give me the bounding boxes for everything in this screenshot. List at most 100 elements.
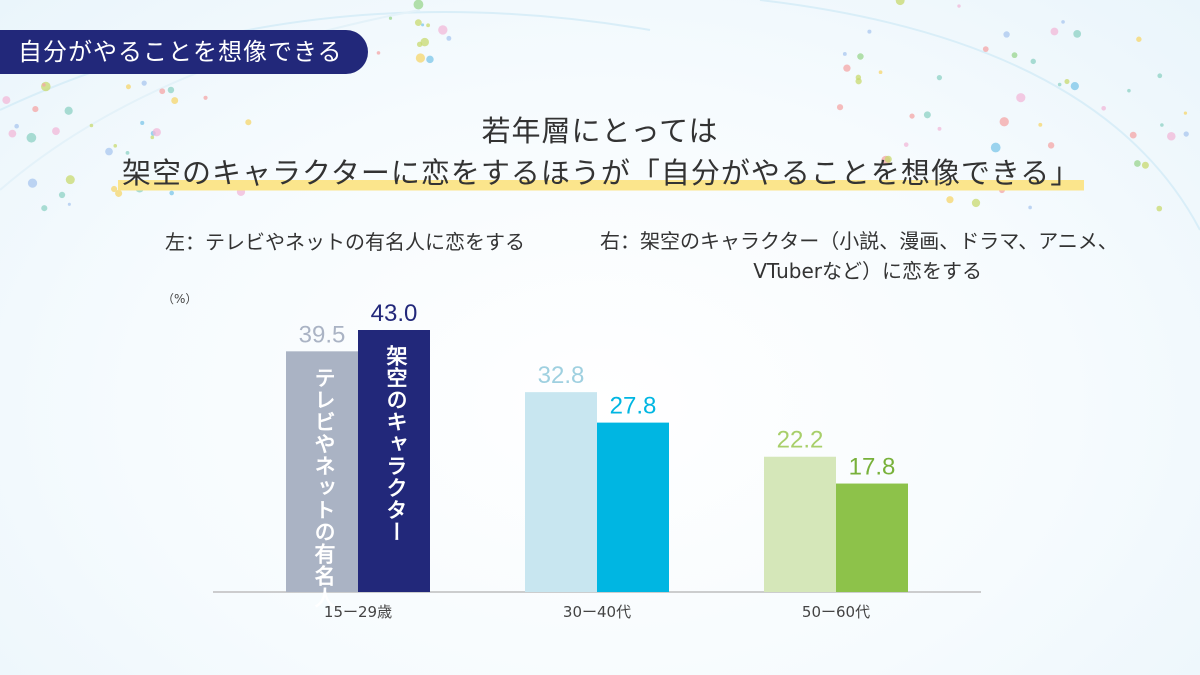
chart-title-line2: 架空のキャラクターに恋をするほうが「自分がやることを想像できる」 [118, 150, 1085, 194]
confetti-dot [388, 16, 393, 20]
confetti-dot [376, 51, 381, 55]
bar-celebrity-1 [525, 392, 597, 592]
confetti-dot [990, 142, 1001, 153]
legend-right-line2: VTuberなど）に恋をする [753, 259, 982, 283]
confetti-dot [1129, 131, 1137, 139]
confetti-dot [982, 46, 989, 52]
confetti-dot [909, 113, 915, 119]
confetti-dot [64, 106, 73, 115]
confetti-dot [1003, 31, 1010, 38]
confetti-dot [152, 128, 161, 137]
confetti-dot [420, 37, 429, 47]
confetti-dot [1057, 82, 1062, 87]
confetti-dot [1028, 205, 1032, 210]
decor-arc [759, 0, 1200, 231]
confetti-dot [836, 104, 844, 111]
bar-series-label-fictional: 架空のキャラクター [384, 345, 408, 543]
confetti-dot [843, 64, 851, 72]
confetti-dot [8, 129, 17, 138]
confetti-dot [937, 126, 942, 131]
confetti-dot [936, 74, 943, 81]
bar-fictional-2 [836, 483, 908, 592]
bar-celebrity-0 [286, 351, 358, 592]
confetti-dot [1157, 73, 1163, 79]
data-label: 27.8 [610, 393, 657, 420]
confetti-dot [105, 147, 113, 156]
confetti-dot [1136, 36, 1142, 42]
data-label: 43.0 [371, 300, 418, 327]
unit-label: （%） [162, 292, 198, 306]
bar-celebrity-2 [764, 456, 836, 592]
confetti-dot [957, 4, 961, 8]
confetti-dot [167, 86, 175, 94]
confetti-dot [125, 84, 131, 90]
confetti-dot [1134, 160, 1141, 167]
confetti-dot [415, 53, 426, 63]
confetti-dot [426, 55, 434, 64]
confetti-dot [141, 80, 147, 86]
confetti-dot [2, 96, 11, 105]
confetti-dot [878, 70, 883, 75]
confetti-dot [413, 0, 424, 10]
decor-arc [0, 9, 421, 191]
confetti-dot [1101, 105, 1106, 111]
confetti-dot [999, 117, 1009, 127]
confetti-dot [140, 120, 145, 125]
legend-left-description: 左：テレビやネットの有名人に恋をする [165, 230, 525, 254]
data-label: 17.8 [849, 454, 896, 481]
bar-fictional-1 [597, 422, 669, 592]
confetti-dot [1050, 27, 1059, 36]
confetti-dot [855, 74, 862, 81]
confetti-dot [1047, 142, 1055, 149]
confetti-dot [1030, 58, 1036, 65]
confetti-dot [245, 119, 252, 126]
confetti-dot [26, 132, 37, 143]
confetti-dot [27, 178, 38, 188]
confetti-dot [1070, 81, 1079, 91]
confetti-dot [203, 95, 208, 100]
confetti-dot [857, 53, 864, 60]
confetti-dot [946, 196, 954, 204]
confetti-dot [111, 185, 118, 193]
confetti-dot [1127, 88, 1131, 93]
confetti-dot [1156, 205, 1163, 212]
confetti-dot [1141, 161, 1149, 169]
confetti-dot [426, 23, 431, 28]
confetti-dot [1183, 111, 1188, 115]
bar-series-label-celebrity: テレビやネットの有名人 [312, 367, 336, 609]
confetti-dot [895, 0, 905, 6]
confetti-dot [438, 25, 448, 35]
confetti-dot [150, 135, 155, 140]
data-label: 32.8 [538, 362, 585, 389]
data-label: 39.5 [299, 321, 346, 348]
chart-title-line1: 若年層にとっては [481, 114, 719, 148]
legend-right-line1: 右：架空のキャラクター（小説、漫画、ドラマ、アニメ、 [600, 229, 1118, 253]
decor-arc [0, 11, 651, 111]
confetti-dot [67, 202, 71, 206]
confetti-dot [113, 144, 118, 148]
confetti-dot [14, 123, 19, 129]
confetti-dot [1073, 30, 1082, 38]
confetti-dot [89, 123, 94, 128]
x-tick-label: 50ー60代 [802, 603, 870, 621]
confetti-dot [52, 127, 60, 136]
confetti-dot [1038, 122, 1043, 127]
section-badge: 自分がやることを想像できる [0, 30, 368, 74]
data-label: 22.2 [777, 427, 824, 454]
confetti-dot [1061, 20, 1065, 24]
confetti-dot [971, 198, 981, 208]
bar-fictional-0 [358, 330, 430, 592]
confetti-dot [58, 191, 66, 199]
confetti-dot [414, 19, 422, 27]
confetti-dot [1011, 52, 1018, 59]
x-tick-label: 30ー40代 [563, 603, 631, 621]
confetti-dot [867, 29, 872, 34]
confetti-dot [171, 97, 179, 104]
x-tick-label: 15ー29歳 [324, 603, 392, 621]
confetti-dot [1167, 131, 1176, 141]
confetti-dot [1064, 78, 1070, 85]
confetti-dot [1016, 93, 1026, 103]
confetti-dot [41, 205, 48, 212]
confetti-dot [42, 83, 46, 87]
